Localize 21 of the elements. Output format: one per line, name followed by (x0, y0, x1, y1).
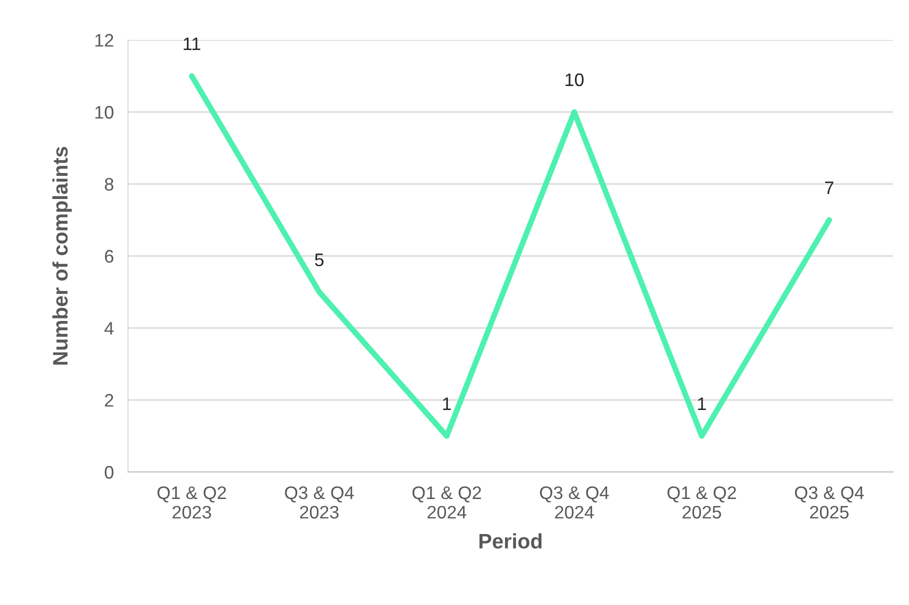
x-tick-label: Q1 & Q2 2024 (412, 486, 481, 519)
y-tick-label: 2 (104, 394, 114, 407)
x-tick-label: Q3 & Q4 2025 (794, 486, 864, 519)
data-label: 11 (184, 38, 200, 50)
data-label: 1 (698, 398, 706, 410)
data-label: 5 (314, 254, 324, 266)
x-tick-label: Q3 & Q4 2024 (540, 486, 609, 519)
data-label: 10 (566, 73, 584, 86)
y-tick-label: 12 (95, 34, 114, 47)
data-label: 7 (825, 182, 834, 194)
x-tick-label: Q3 & Q4 2023 (284, 486, 354, 519)
x-tick-label: Q1 & Q2 2025 (667, 486, 736, 519)
data-label: 1 (443, 398, 451, 410)
x-axis-title: Period (479, 533, 542, 549)
y-tick-label: 0 (104, 466, 114, 479)
y-tick-label: 6 (104, 250, 114, 263)
y-tick-label: 4 (104, 322, 114, 335)
y-tick-label: 10 (95, 106, 114, 119)
y-tick-label: 8 (104, 178, 114, 191)
y-axis-title: Number of complaints (52, 146, 72, 365)
x-tick-label: Q1 & Q2 2023 (157, 486, 226, 519)
